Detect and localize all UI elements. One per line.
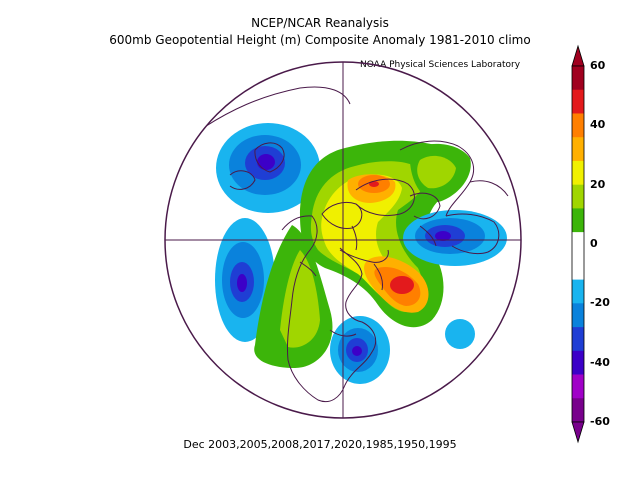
colorbar-tick-label: 40 (590, 118, 606, 132)
colorbar-band (572, 350, 584, 375)
colorbar-band (572, 327, 584, 352)
map-boundary (164, 61, 522, 419)
coastlines (199, 86, 509, 403)
colorbar-tick-label: -20 (590, 296, 610, 310)
colorbar-band (572, 374, 584, 399)
colorbar-band (572, 160, 584, 185)
colorbar-band (572, 89, 584, 114)
colorbar-band (572, 137, 584, 162)
footer-caption: Dec 2003,2005,2008,2017,2020,1985,1950,1… (183, 438, 457, 451)
subtitle: 600mb Geopotential Height (m) Composite … (109, 33, 531, 47)
colorbar-band (572, 398, 584, 423)
anomaly-north-america-west (254, 225, 333, 368)
colorbar-band (572, 303, 584, 328)
colorbar-bands (571, 44, 585, 444)
polar-map (164, 61, 522, 419)
colorbar-tick-label: 20 (590, 177, 606, 191)
colorbar-band (572, 232, 584, 257)
credit-text: NOAA Physical Sciences Laboratory (360, 60, 521, 70)
colorbar-tick-label: -60 (590, 415, 610, 428)
colorbar (571, 44, 585, 444)
colorbar-top-arrow (571, 44, 585, 67)
colorbar-band (572, 279, 584, 304)
anomaly-pacific-south (215, 218, 275, 342)
colorbar-band (572, 66, 584, 91)
anomaly-eurasia-positive (409, 143, 471, 202)
colorbar-tick-label: -40 (590, 355, 610, 369)
colorbar-band (572, 184, 584, 209)
colorbar-band (572, 113, 584, 138)
title: NCEP/NCAR Reanalysis (251, 16, 389, 30)
colorbar-bottom-arrow (571, 421, 585, 444)
anomaly-russia-negative (403, 210, 507, 266)
anomaly-atlantic-small-negative (445, 319, 475, 349)
colorbar-tick-label: 0 (590, 237, 598, 250)
anomaly-arctic-positive (300, 140, 463, 328)
colorbar-band (572, 255, 584, 280)
colorbar-tick-label: 60 (590, 59, 606, 72)
anomaly-eastern-us-negative (330, 316, 390, 384)
anomaly-field (199, 86, 509, 403)
graticule (165, 62, 521, 418)
colorbar-band (572, 208, 584, 233)
